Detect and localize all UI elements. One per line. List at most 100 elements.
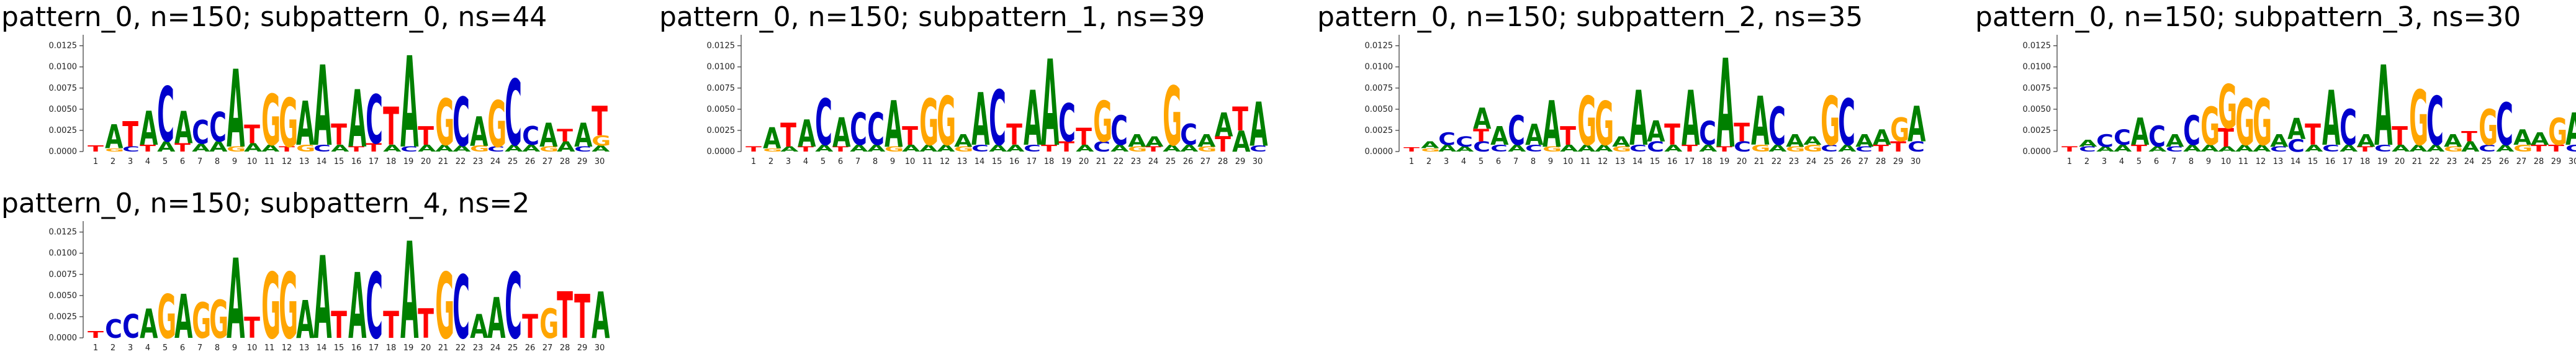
x-tick-label: 25 (1824, 157, 1834, 166)
logo-letter-A: A (2461, 139, 2479, 155)
logo-letter-T: T (557, 279, 573, 353)
logo-letter-A: A (1873, 126, 1891, 150)
x-tick-label: 23 (473, 343, 484, 353)
x-tick-label: 10 (247, 343, 258, 353)
logo-letter-G: G (592, 133, 611, 149)
logo-letter-A: A (1855, 130, 1874, 151)
logo-letter-T: T (383, 98, 399, 158)
x-tick-label: 22 (2430, 157, 2440, 166)
x-tick-label: 10 (2221, 157, 2231, 166)
logo-letter-C: C (2183, 107, 2200, 155)
logo-letter-A: A (2392, 143, 2410, 154)
y-tick-label: 0.0000 (49, 334, 78, 343)
x-tick-label: 2 (1426, 157, 1431, 166)
logo-letter-C: C (522, 122, 539, 152)
x-tick-label: 25 (1166, 157, 1176, 166)
x-tick-label: 9 (232, 343, 237, 353)
logo-letter-T: T (1041, 143, 1057, 154)
x-tick-label: 24 (2464, 157, 2475, 166)
logo-letter-T: T (832, 145, 849, 153)
logo-letter-A: A (1560, 143, 1578, 154)
logo-letter-A: A (2444, 130, 2462, 151)
x-tick-label: 30 (2569, 157, 2576, 166)
logo-letter-C: C (157, 73, 174, 160)
x-tick-label: 13 (299, 343, 310, 353)
y-tick-label: 0.0125 (49, 228, 78, 237)
x-tick-label: 23 (1131, 157, 1142, 166)
logo-letter-A: A (400, 31, 418, 177)
x-tick-label: 2 (768, 157, 773, 166)
y-tick-label: 0.0125 (707, 42, 736, 51)
logo-letter-C: C (2166, 145, 2183, 153)
logo-letter-G: G (1128, 145, 1147, 153)
logo-letter-C: C (574, 145, 592, 153)
logo-letter-A: A (1473, 102, 1491, 136)
logo-letter-C: C (1629, 143, 1647, 154)
logo-letter-C: C (1093, 139, 1110, 155)
logo-panel: pattern_0, n=150; subpattern_4, ns=2 0.00… (1, 188, 610, 354)
x-tick-label: 9 (232, 157, 237, 166)
x-tick-label: 12 (2256, 157, 2266, 166)
logo-letter-T: T (1076, 123, 1092, 150)
logo-letter-C: C (1699, 115, 1716, 153)
x-tick-label: 4 (145, 343, 150, 353)
logo-letter-T: T (1232, 101, 1248, 138)
logo-letter-G: G (763, 147, 782, 152)
logo-letter-A: A (1838, 143, 1857, 154)
x-tick-label: 3 (786, 157, 791, 166)
y-tick-label: 0.0100 (49, 249, 78, 258)
logo-letter-T: T (331, 119, 347, 152)
x-tick-label: 29 (577, 157, 588, 166)
logo-letter-G: G (487, 88, 507, 162)
x-tick-label: 3 (128, 343, 133, 353)
y-tick-label: 0.0100 (1365, 63, 1394, 72)
logo-letter-C: C (1508, 107, 1525, 155)
logo-letter-T: T (1716, 145, 1732, 153)
logo-letter-G: G (192, 293, 211, 350)
y-tick-label: 0.0050 (49, 105, 78, 114)
logo-letter-T: T (780, 117, 796, 155)
logo-letter-T: T (1473, 125, 1489, 146)
x-tick-label: 6 (1496, 157, 1501, 166)
logo-letter-T: T (2392, 122, 2408, 152)
y-tick-label: 0.0100 (2023, 63, 2051, 72)
y-tick-label: 0.0025 (1365, 126, 1394, 135)
logo-letter-A: A (2218, 145, 2236, 153)
y-tick-label: 0.0025 (2023, 126, 2051, 135)
logo-letter-C: C (1456, 134, 1473, 150)
y-tick-label: 0.0025 (707, 126, 736, 135)
y-tick-label: 0.0075 (49, 84, 78, 93)
logo-letter-C: C (366, 255, 383, 354)
logo-letter-C: C (2340, 100, 2357, 157)
x-tick-label: 5 (2137, 157, 2141, 166)
logo-letter-T: T (383, 304, 399, 347)
y-tick-label: 0.0075 (2023, 84, 2051, 93)
logo-letter-A: A (313, 233, 331, 354)
logo-letter-C: C (850, 104, 867, 155)
y-tick-label: 0.0125 (49, 42, 78, 51)
logo-letter-A: A (348, 255, 366, 354)
x-tick-label: 22 (456, 343, 466, 353)
logo-letter-A: A (574, 117, 593, 155)
logo-letter-A: A (954, 130, 973, 151)
logo-letter-A: A (244, 141, 262, 155)
logo-letter-A: A (850, 143, 868, 154)
logo-letter-A: A (780, 145, 799, 153)
logo-letter-A: A (1786, 130, 1804, 151)
y-tick-label: 0.0050 (2023, 105, 2051, 114)
y-tick-label: 0.0025 (49, 312, 78, 322)
logo-letter-A: A (2270, 130, 2289, 151)
logo-letter-A: A (1456, 145, 1474, 153)
x-tick-label: 11 (2238, 157, 2249, 166)
x-tick-label: 9 (890, 157, 895, 166)
logo-letter-A: A (227, 237, 245, 354)
logo-letter-A: A (1145, 134, 1163, 150)
logo-letter-G: G (261, 255, 281, 354)
logo-letter-A: A (902, 143, 921, 154)
logo-letter-A: A (261, 143, 280, 154)
logo-letter-A: A (2131, 111, 2150, 153)
logo-letter-T: T (1873, 143, 1889, 154)
logo-letter-A: A (1508, 143, 1526, 154)
logo-letter-G: G (1577, 83, 1596, 161)
